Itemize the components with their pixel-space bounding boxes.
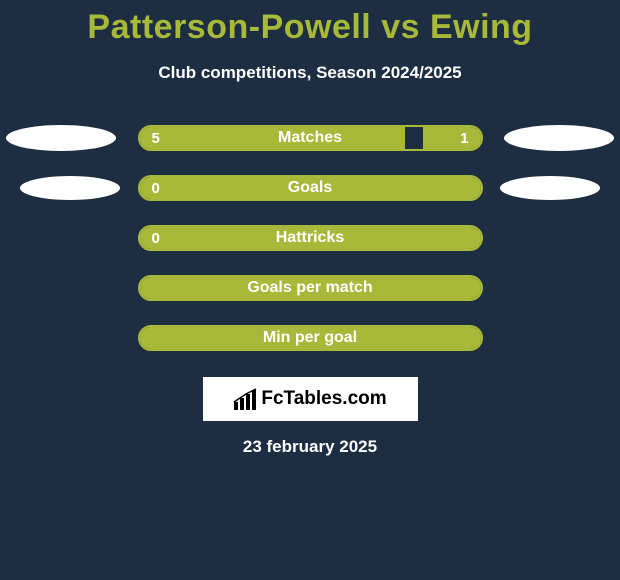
stat-value-left: 0 [152,180,160,197]
player-left-ellipse [6,125,116,151]
stat-bar: 0 Hattricks [138,225,483,251]
stat-label: Min per goal [263,329,357,347]
stat-row: 0 Goals [0,175,620,201]
chart-bars-icon [233,388,257,410]
stat-value-right: 1 [460,130,468,147]
stat-bar: 0 Goals [138,175,483,201]
stat-label: Hattricks [276,229,344,247]
stat-bar-fill-left [140,127,406,149]
stat-bar: Goals per match [138,275,483,301]
stat-rows: 5 1 Matches 0 Goals 0 Hattricks Goals per match… [0,125,620,351]
subtitle: Club competitions, Season 2024/2025 [158,63,461,83]
stat-value-left: 5 [152,130,160,147]
stat-bar-fill-right [423,127,481,149]
comparison-card: Patterson-Powell vs Ewing Club competiti… [0,0,620,457]
stat-row: 5 1 Matches [0,125,620,151]
date: 23 february 2025 [243,437,377,457]
player-left-ellipse [20,176,120,200]
player-right-ellipse [500,176,600,200]
stat-row: Min per goal [0,325,620,351]
stat-bar: Min per goal [138,325,483,351]
logo-box: FcTables.com [203,377,418,421]
page-title: Patterson-Powell vs Ewing [87,8,532,47]
stat-label: Goals per match [247,279,372,297]
stat-bar: 5 1 Matches [138,125,483,151]
stat-label: Goals [288,179,332,197]
player-right-ellipse [504,125,614,151]
logo-text: FcTables.com [261,388,386,410]
stat-row: 0 Hattricks [0,225,620,251]
stat-row: Goals per match [0,275,620,301]
stat-label: Matches [278,129,342,147]
stat-value-left: 0 [152,230,160,247]
